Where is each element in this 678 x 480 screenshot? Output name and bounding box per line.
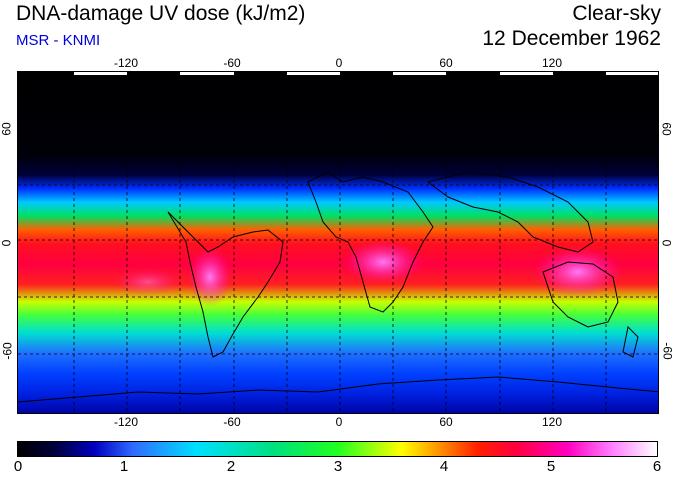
graticule xyxy=(18,72,658,413)
coast-africa-europe xyxy=(307,171,434,313)
coast-antarctica xyxy=(18,376,658,403)
coast-australia xyxy=(542,261,619,328)
lon-label-bottom: 120 xyxy=(541,415,563,429)
lon-label-top: -60 xyxy=(223,56,241,70)
uv-field xyxy=(18,72,658,413)
lon-label-bottom: 0 xyxy=(335,415,343,429)
hotspot-pacific xyxy=(113,268,183,296)
colorbar-tick: 3 xyxy=(333,458,343,475)
coast-new-zealand xyxy=(622,325,639,358)
lon-label-bottom: -120 xyxy=(113,415,139,429)
coast-asia xyxy=(426,171,594,253)
lon-label-top: -120 xyxy=(113,56,139,70)
colorbar-tick: 5 xyxy=(546,458,556,475)
map-date: 12 December 1962 xyxy=(482,27,661,50)
lat-label-left: 0 xyxy=(0,239,14,247)
colorbar-tick: 6 xyxy=(652,458,662,475)
frame-ticks xyxy=(18,72,658,75)
hotspot-africa xyxy=(343,240,423,284)
uv-dose-map xyxy=(17,71,659,414)
lon-label-top: 0 xyxy=(335,56,343,70)
hotspot-australia xyxy=(533,247,623,297)
color-scale-bar xyxy=(17,441,658,457)
colorbar-tick: 2 xyxy=(226,458,236,475)
colorbar-tick: 1 xyxy=(119,458,129,475)
lon-label-bottom: 60 xyxy=(439,415,453,429)
source-credit: MSR - KNMI xyxy=(16,32,101,49)
colorbar-tick: 4 xyxy=(439,458,449,475)
hotspot-south-america xyxy=(188,247,232,307)
lon-label-top: 120 xyxy=(541,56,563,70)
map-canvas xyxy=(18,72,658,413)
lat-label-right: 0 xyxy=(659,239,674,247)
lon-label-bottom: -60 xyxy=(223,415,241,429)
lat-label-right: -60 xyxy=(660,342,675,360)
lat-label-left: -60 xyxy=(0,342,15,360)
lat-label-left: 60 xyxy=(0,122,14,136)
sky-condition: Clear-sky xyxy=(572,2,661,25)
map-title: DNA-damage UV dose (kJ/m2) xyxy=(16,2,306,25)
colorbar-tick: 0 xyxy=(13,458,23,475)
coast-americas xyxy=(167,211,284,358)
lon-label-top: 60 xyxy=(439,56,453,70)
lat-label-right: 60 xyxy=(659,122,674,136)
coastlines xyxy=(18,171,658,403)
